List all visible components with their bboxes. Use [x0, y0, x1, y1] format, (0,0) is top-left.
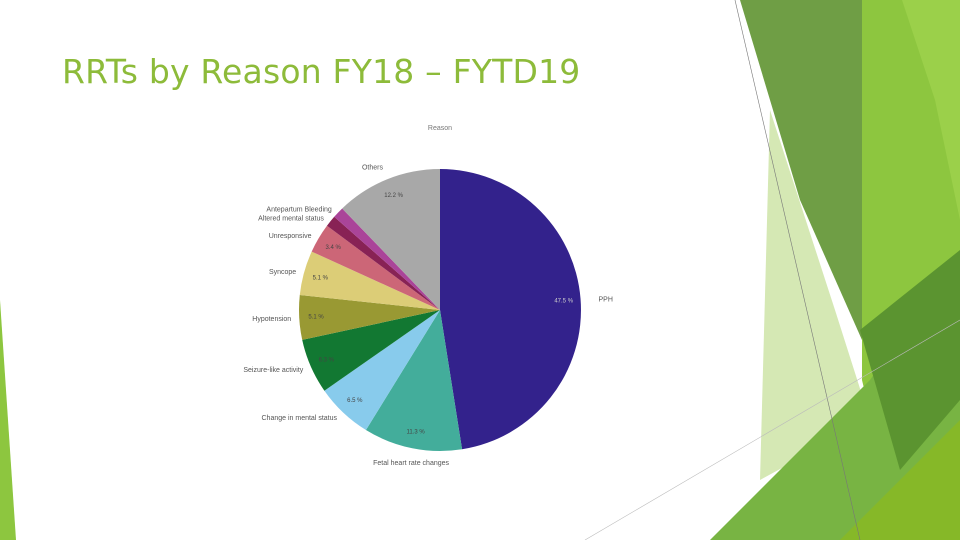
- deco-bright-green-strip: [902, 0, 960, 220]
- pie-value-label: 5.1 %: [308, 315, 324, 321]
- pie-slice-fetal-heart-rate-changes: [365, 310, 463, 451]
- pie-category-label: Change in mental status: [262, 415, 338, 422]
- pie-value-label: 6.5 %: [347, 398, 363, 404]
- pie-slice-others: [342, 169, 440, 310]
- pie-slice-unresponsive: [311, 225, 440, 310]
- pie-chart: Reason 47.5 % PPH 11.3 % Fetal heart rate c…: [243, 125, 613, 467]
- deco-light-green-panel: [760, 110, 870, 480]
- pie-slice-antepartum-bleeding: [334, 208, 440, 310]
- pie-category-label: Syncope: [269, 269, 296, 276]
- deco-dark-green-wedge: [860, 250, 960, 470]
- pie-category-label: Fetal heart rate changes: [373, 460, 449, 467]
- pie-labels: 47.5 % PPH 11.3 % Fetal heart rate changes 6…: [243, 165, 613, 467]
- pie-slice-change-in-mental-status: [324, 310, 440, 430]
- deco-olive-wedge: [840, 420, 960, 540]
- pie-slice-seizure-like-activity: [302, 310, 440, 391]
- pie-slice-syncope: [299, 251, 440, 310]
- deco-line: [734, 0, 861, 540]
- pie-slice-altered-mental-status: [326, 216, 440, 310]
- pie-category-label: Hypotension: [252, 316, 291, 323]
- pie-value-label: 12.2 %: [384, 193, 403, 199]
- deco-line: [584, 319, 960, 540]
- pie-slice-pph: [440, 169, 581, 450]
- pie-value-label: 5.1 %: [313, 275, 329, 281]
- chart-title: Reason: [428, 125, 452, 132]
- deco-mid-green-panel: [710, 250, 960, 540]
- pie-value-label: 3.4 %: [326, 245, 342, 251]
- pie-category-label: Unresponsive: [269, 233, 312, 240]
- pie-category-label: Others: [362, 165, 384, 172]
- slide-title: RRTs by Reason FY18 – FYTD19: [62, 52, 581, 91]
- pie-value-label: 6.3 %: [319, 358, 335, 364]
- deco-dark-green-panel: [740, 0, 862, 340]
- pie-category-label: Altered mental status: [258, 215, 324, 222]
- pie-category-label: Antepartum Bleeding: [266, 206, 331, 213]
- deco-left-green-sliver: [0, 300, 16, 540]
- pie-category-label: PPH: [599, 297, 613, 304]
- pie-slice-hypotension: [298, 294, 440, 340]
- pie-category-label: Seizure-like activity: [243, 367, 303, 374]
- pie-slices: [298, 169, 581, 451]
- pie-value-label: 47.5 %: [554, 298, 573, 304]
- pie-value-label: 11.3 %: [406, 430, 425, 436]
